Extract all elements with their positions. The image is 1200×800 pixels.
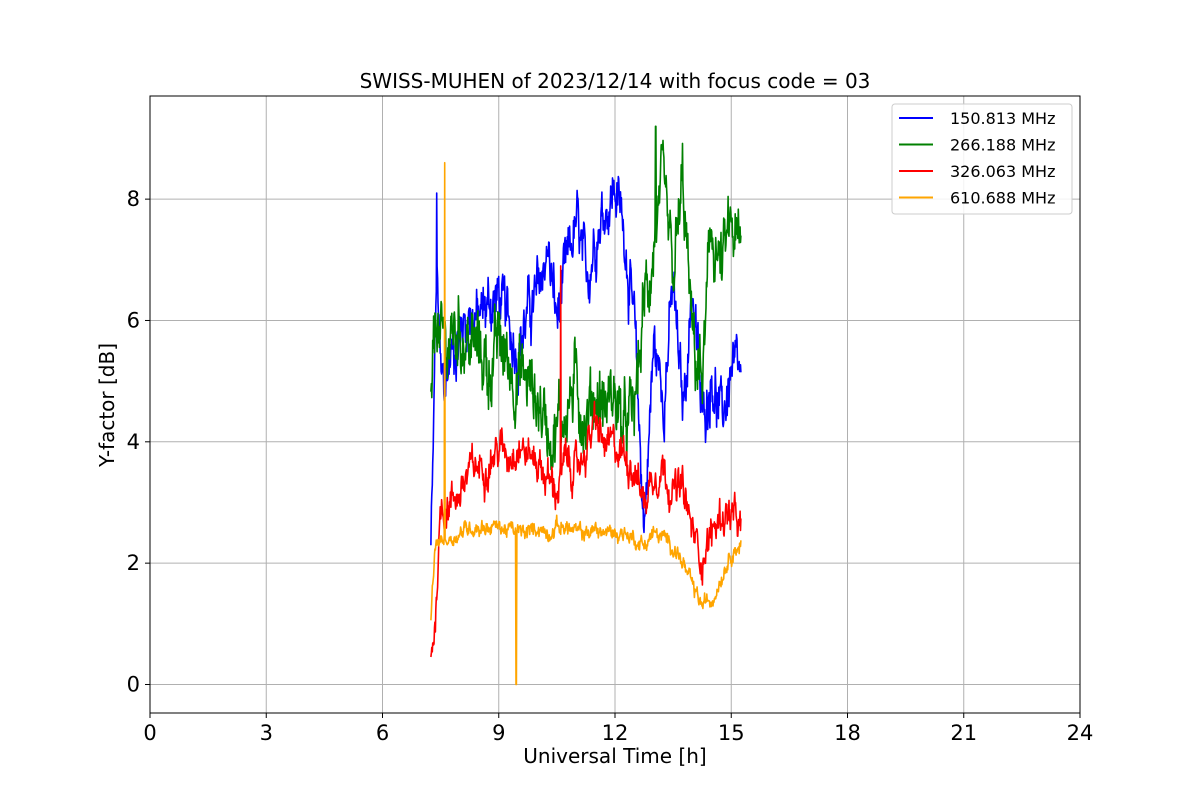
data-series <box>430 125 742 686</box>
x-tick-label: 24 <box>1067 721 1094 745</box>
legend-label: 326.063 MHz <box>950 162 1055 181</box>
chart-title: SWISS-MUHEN of 2023/12/14 with focus cod… <box>360 69 871 93</box>
x-axis-label: Universal Time [h] <box>523 744 706 768</box>
x-tick-label: 0 <box>143 721 156 745</box>
y-tick-label: 6 <box>127 308 140 332</box>
legend-label: 610.688 MHz <box>950 189 1055 208</box>
y-tick-label: 8 <box>127 187 140 211</box>
y-tick-label: 0 <box>127 672 140 696</box>
legend-box <box>891 103 1073 215</box>
x-tick-label: 6 <box>376 721 389 745</box>
y-axis-label: Y-factor [dB] <box>95 343 119 468</box>
x-tick-label: 12 <box>602 721 629 745</box>
x-tick-label: 18 <box>834 721 861 745</box>
series-610-688-mhz-line <box>430 161 742 686</box>
y-axis-ticks: 0 2 4 6 8 <box>127 187 150 696</box>
y-tick-label: 4 <box>127 430 140 454</box>
y-tick-label: 2 <box>127 551 140 575</box>
series-266-188-mhz-line <box>430 125 742 471</box>
x-tick-label: 15 <box>718 721 745 745</box>
series-326-063-mhz-line <box>430 265 742 658</box>
legend-label: 266.188 MHz <box>950 136 1055 155</box>
x-tick-label: 21 <box>950 721 977 745</box>
x-tick-label: 3 <box>260 721 273 745</box>
legend-label: 150.813 MHz <box>950 109 1055 128</box>
legend: 150.813 MHz 266.188 MHz 326.063 MHz 610.688… <box>891 103 1073 215</box>
series-150-813-mhz-line <box>430 175 742 546</box>
x-axis-ticks: 0 3 6 9 12 15 18 21 24 <box>143 713 1093 745</box>
x-tick-label: 9 <box>492 721 505 745</box>
